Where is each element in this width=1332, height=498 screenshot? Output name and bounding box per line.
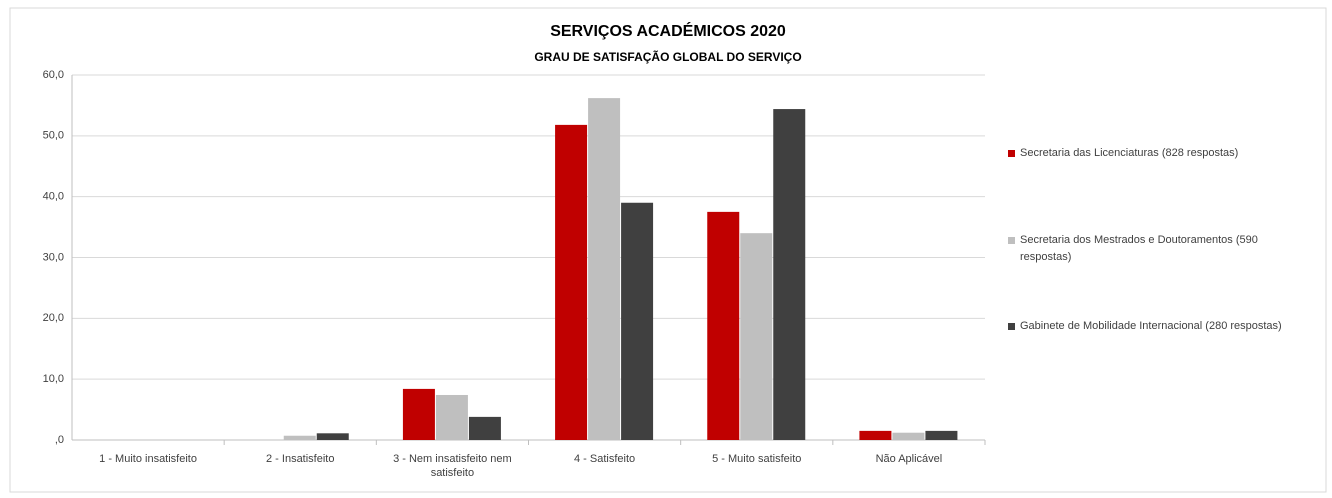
- bar: [555, 124, 588, 440]
- bar: [283, 435, 316, 440]
- x-tick-label: 4 - Satisfeito: [574, 453, 636, 465]
- bar: [892, 432, 925, 440]
- x-tick-label: 3 - Nem insatisfeito nem satisfeito: [393, 453, 512, 479]
- y-tick-label: 30,0: [43, 251, 64, 263]
- bar: [740, 233, 773, 440]
- bar: [316, 433, 349, 440]
- bar: [435, 394, 468, 440]
- legend-swatch: [1008, 323, 1015, 330]
- legend-label: Secretaria dos Mestrados e Doutoramentos…: [1020, 234, 1258, 263]
- chart-subtitle: GRAU DE SATISFAÇÃO GLOBAL DO SERVIÇO: [534, 49, 801, 64]
- bar: [402, 388, 435, 440]
- y-tick-label: 20,0: [43, 312, 64, 324]
- y-tick-label: 50,0: [43, 130, 64, 142]
- y-tick-label: 60,0: [43, 69, 64, 81]
- chart-border: [9, 7, 1327, 493]
- bar: [468, 416, 501, 440]
- x-tick-label: 1 - Muito insatisfeito: [99, 453, 197, 465]
- y-tick-label: 40,0: [43, 191, 64, 203]
- y-tick-label: ,0: [55, 434, 64, 446]
- legend-label: Gabinete de Mobilidade Internacional (28…: [1020, 320, 1282, 332]
- legend-label: Secretaria das Licenciaturas (828 respos…: [1020, 147, 1239, 159]
- y-tick-label: 10,0: [43, 373, 64, 385]
- bar: [859, 430, 892, 440]
- bar: [588, 98, 621, 440]
- bar: [621, 202, 654, 440]
- bar: [707, 211, 740, 440]
- bar: [773, 109, 806, 441]
- legend-item: Secretaria das Licenciaturas (828 respos…: [1008, 145, 1290, 162]
- legend-swatch: [1008, 237, 1015, 244]
- legend-item: Gabinete de Mobilidade Internacional (28…: [1008, 318, 1290, 335]
- x-tick-label: Não Aplicável: [875, 453, 943, 465]
- legend-item: Secretaria dos Mestrados e Doutoramentos…: [1008, 232, 1290, 266]
- chart-title: SERVIÇOS ACADÉMICOS 2020: [550, 21, 786, 40]
- x-tick-label: 2 - Insatisfeito: [266, 453, 335, 465]
- legend-swatch: [1008, 150, 1015, 157]
- x-tick-label: 5 - Muito satisfeito: [712, 453, 802, 465]
- bar: [925, 430, 958, 440]
